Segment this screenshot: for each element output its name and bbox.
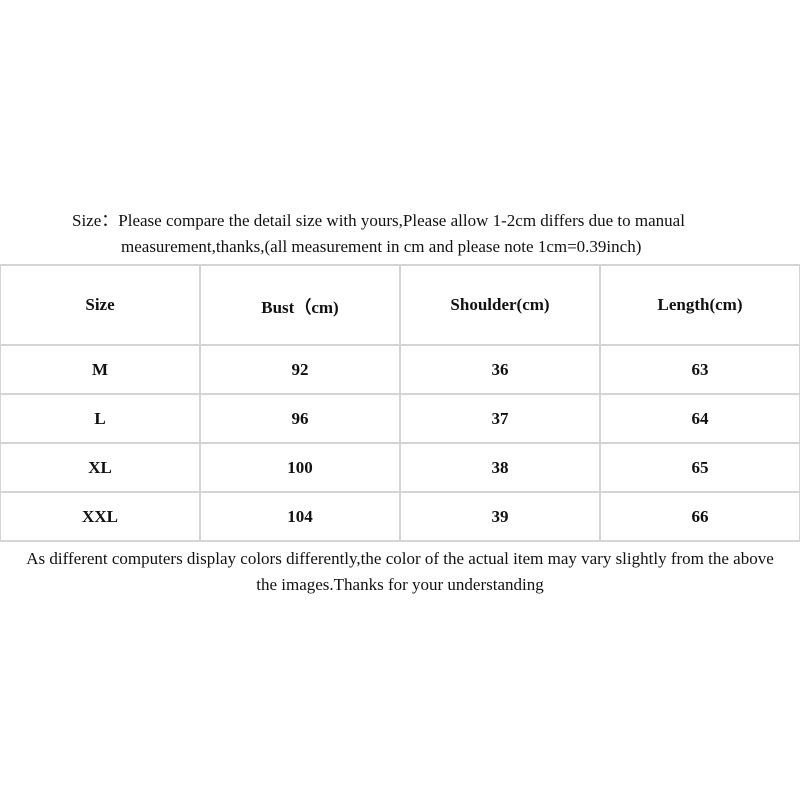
size-table: Size Bust（cm) Shoulder(cm) Length(cm) M … xyxy=(0,264,800,542)
table-row: M 92 36 63 xyxy=(0,344,800,395)
cell-length: 63 xyxy=(599,344,800,395)
cell-bust: 100 xyxy=(199,442,401,493)
cell-bust: 92 xyxy=(199,344,401,395)
cell-shoulder: 39 xyxy=(399,491,601,542)
cell-shoulder: 36 xyxy=(399,344,601,395)
disclaimer-line-2: the images.Thanks for your understanding xyxy=(256,575,544,594)
cell-size: L xyxy=(0,393,201,444)
table-header-row: Size Bust（cm) Shoulder(cm) Length(cm) xyxy=(0,264,800,346)
header-size: Size xyxy=(0,264,201,346)
cell-shoulder: 38 xyxy=(399,442,601,493)
color-disclaimer: As different computers display colors di… xyxy=(0,546,800,598)
header-shoulder: Shoulder(cm) xyxy=(399,264,601,346)
cell-bust: 104 xyxy=(199,491,401,542)
cell-length: 66 xyxy=(599,491,800,542)
table-row: XL 100 38 65 xyxy=(0,442,800,493)
intro-line-1: Size：Please compare the detail size with… xyxy=(72,211,685,230)
cell-length: 65 xyxy=(599,442,800,493)
cell-length: 64 xyxy=(599,393,800,444)
header-length: Length(cm) xyxy=(599,264,800,346)
cell-size: XXL xyxy=(0,491,201,542)
header-bust: Bust（cm) xyxy=(199,264,401,346)
cell-size: XL xyxy=(0,442,201,493)
table-row: XXL 104 39 66 xyxy=(0,491,800,542)
intro-line-2: measurement,thanks,(all measurement in c… xyxy=(121,237,642,256)
table-row: L 96 37 64 xyxy=(0,393,800,444)
cell-bust: 96 xyxy=(199,393,401,444)
disclaimer-line-1: As different computers display colors di… xyxy=(26,549,774,568)
cell-size: M xyxy=(0,344,201,395)
cell-shoulder: 37 xyxy=(399,393,601,444)
